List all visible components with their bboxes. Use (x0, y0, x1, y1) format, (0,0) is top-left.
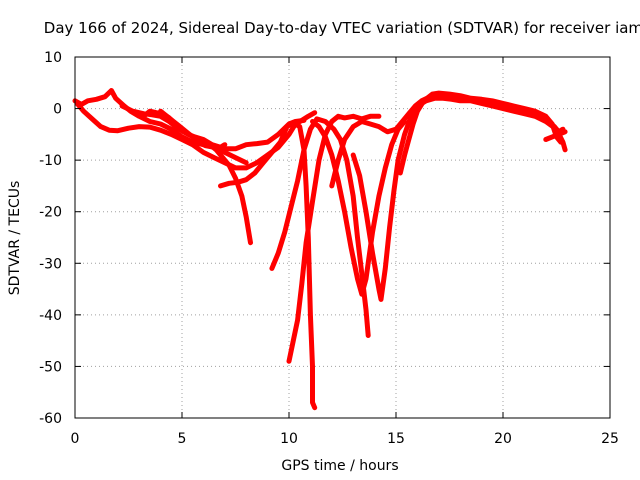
x-tick-label: 5 (178, 431, 187, 447)
x-tick-label: 25 (601, 431, 619, 447)
y-tick-label: -40 (39, 308, 62, 324)
series-arc-12 (397, 90, 564, 176)
y-axis-label: SDTVAR / TECUs (7, 181, 23, 296)
y-tick-label: -30 (39, 256, 62, 272)
series-arc-7 (269, 116, 371, 338)
x-tick-label: 15 (387, 431, 405, 447)
y-tick-labels: 10 0 -10 -20 -30 -40 -50 -60 (39, 50, 62, 427)
y-tick-label: -20 (39, 205, 62, 221)
axis-ticks (74, 56, 611, 419)
x-tick-label: 20 (494, 431, 512, 447)
plot-frame (74, 56, 611, 419)
y-tick-label: 10 (44, 50, 62, 66)
y-tick-label: -50 (39, 359, 62, 375)
series-arc-11 (350, 95, 568, 302)
series-arc-2 (74, 100, 318, 171)
data-series (72, 88, 568, 411)
series-arc-6 (218, 120, 318, 411)
y-tick-label: -10 (39, 153, 62, 169)
series-arc-9 (310, 119, 408, 297)
x-tick-label: 0 (71, 431, 80, 447)
series-arc-5 (158, 108, 307, 152)
x-axis-label: GPS time / hours (281, 458, 398, 474)
y-tick-label: 0 (53, 102, 62, 118)
chart-title: Day 166 of 2024, Sidereal Day-to-day VTE… (44, 19, 640, 37)
x-tick-label: 10 (280, 431, 298, 447)
x-tick-labels: 0 5 10 15 20 25 (71, 431, 619, 447)
y-tick-label: -60 (39, 411, 62, 427)
series-arc-13 (543, 129, 568, 142)
